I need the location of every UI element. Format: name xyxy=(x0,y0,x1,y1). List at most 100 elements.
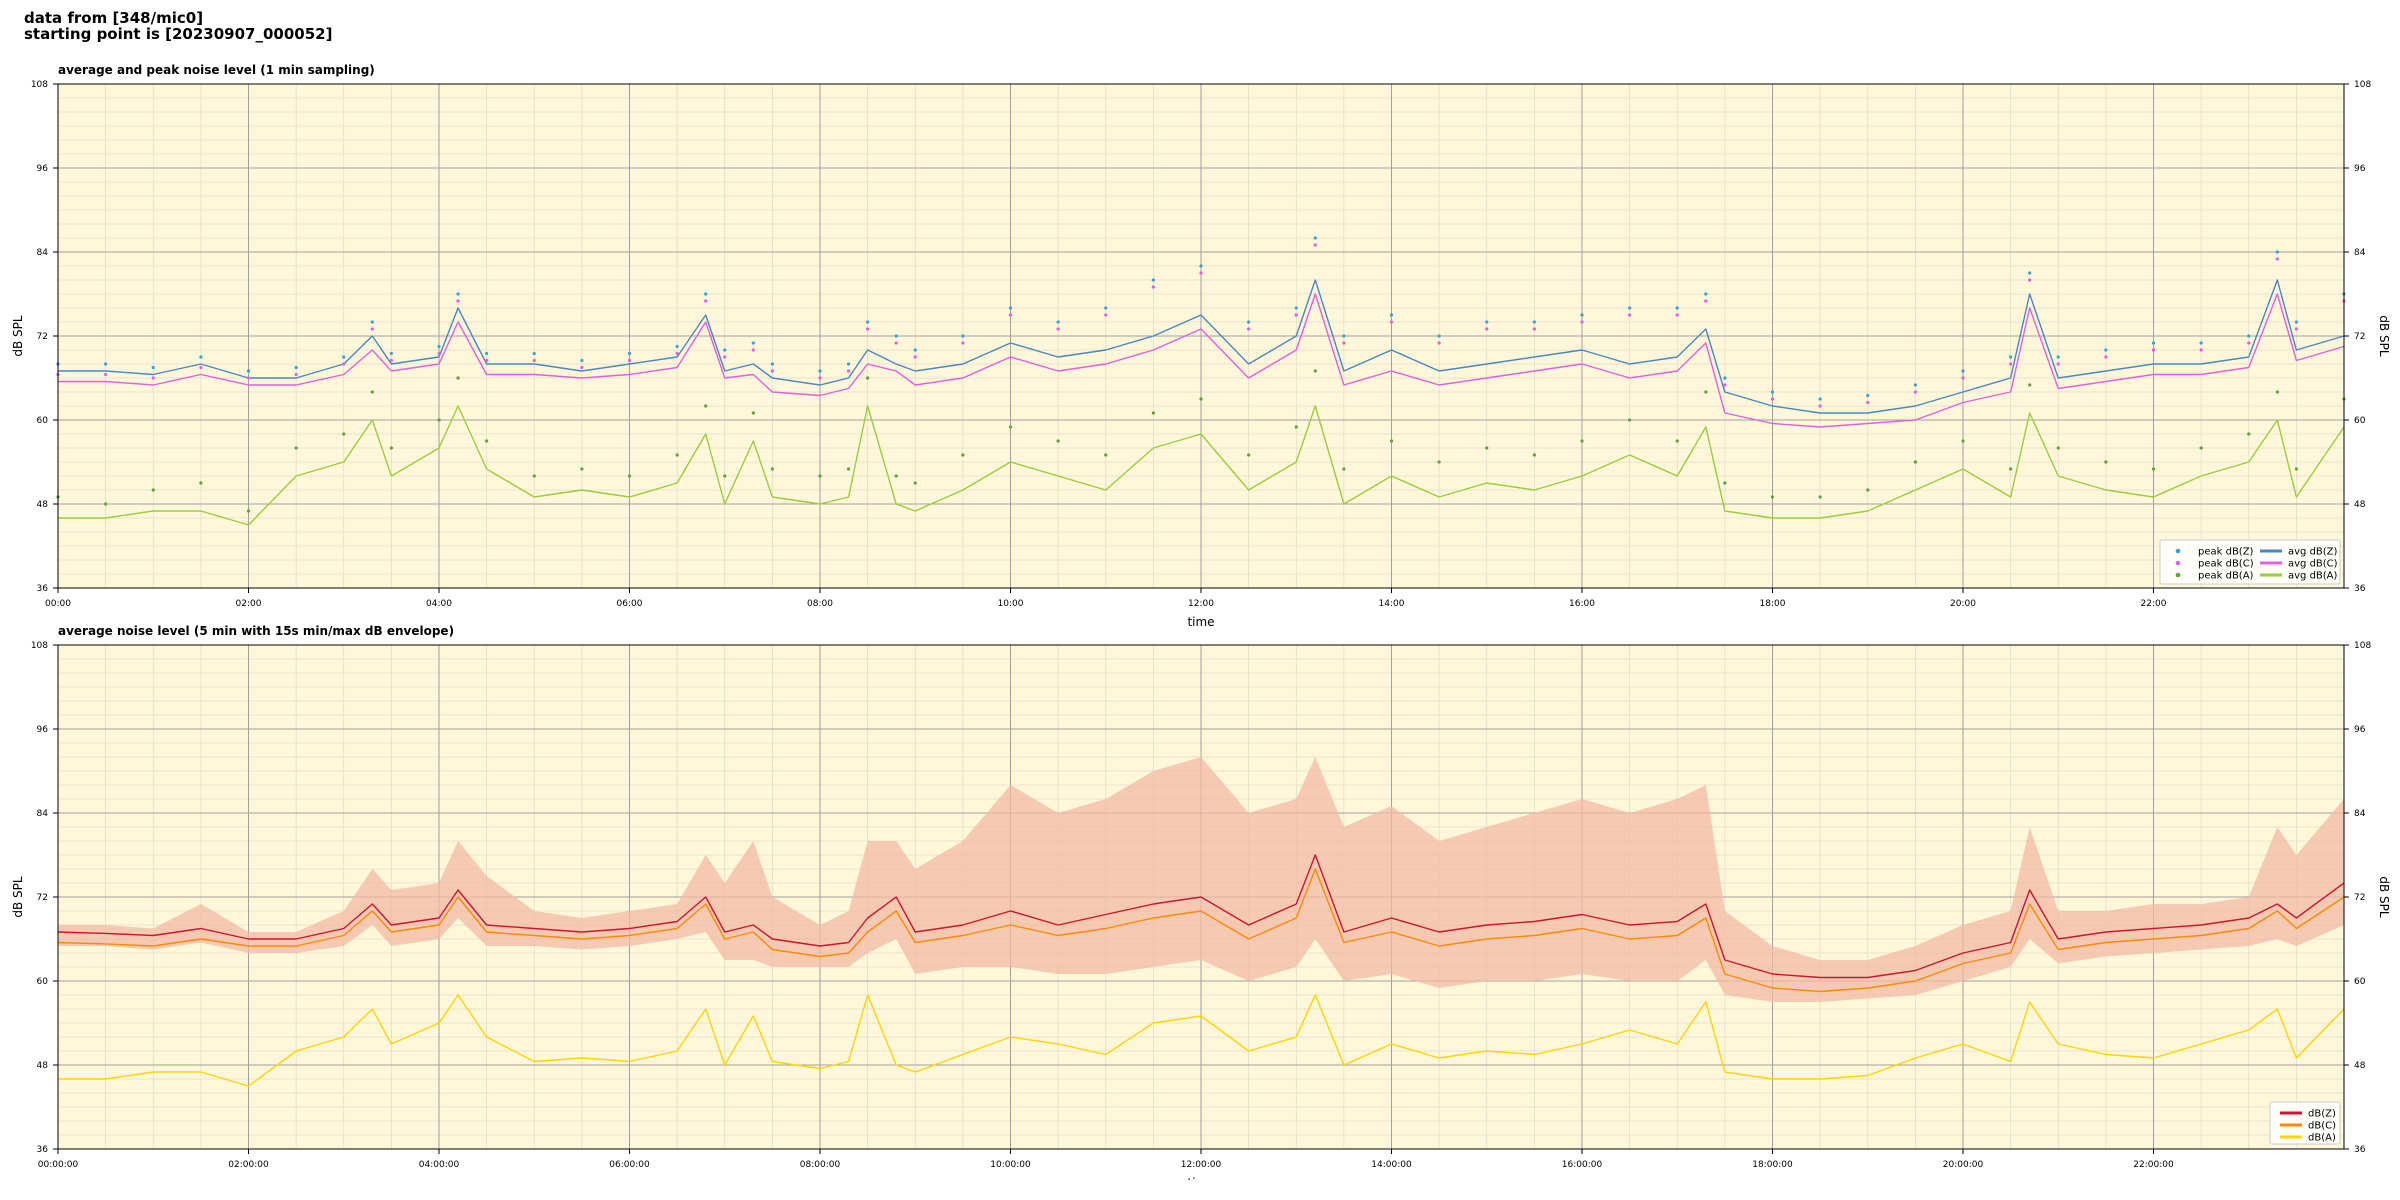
series-point-peak-db-z- xyxy=(771,362,774,365)
chart-average-noise-envelope: 36 3648 4860 6072 7284 8496 96108 10800:00:00 02… xyxy=(0,620,2400,1180)
series-point-peak-db-z- xyxy=(580,359,583,362)
series-point-peak-db-a- xyxy=(1104,453,1107,456)
y-tick-label-left: 48 xyxy=(37,1061,49,1071)
series-point-peak-db-z- xyxy=(752,341,755,344)
series-point-peak-db-a- xyxy=(152,488,155,491)
y-tick-label-right: 60 xyxy=(2354,977,2366,987)
series-point-peak-db-a- xyxy=(1485,446,1488,449)
series-point-peak-db-c- xyxy=(704,299,707,302)
series-point-peak-db-c- xyxy=(1580,320,1583,323)
series-point-peak-db-c- xyxy=(247,376,250,379)
y-tick-label-right: 60 xyxy=(2354,416,2366,426)
series-point-peak-db-a- xyxy=(847,467,850,470)
y-tick-label-left: 108 xyxy=(31,80,48,90)
series-point-peak-db-c- xyxy=(1704,299,1707,302)
series-point-peak-db-a- xyxy=(2247,432,2250,435)
y-axis-label-left: dB SPL xyxy=(11,315,25,357)
series-point-peak-db-c- xyxy=(437,352,440,355)
series-point-peak-db-a- xyxy=(2009,467,2012,470)
series-point-peak-db-z- xyxy=(895,334,898,337)
x-tick-label: 04:00:00 xyxy=(419,1160,460,1170)
series-point-peak-db-c- xyxy=(1723,383,1726,386)
series-point-peak-db-z- xyxy=(1819,397,1822,400)
series-point-peak-db-z- xyxy=(1199,264,1202,267)
series-point-peak-db-c- xyxy=(2152,348,2155,351)
series-point-peak-db-z- xyxy=(152,366,155,369)
series-point-peak-db-a- xyxy=(628,474,631,477)
series-point-peak-db-z- xyxy=(1247,320,1250,323)
y-tick-label-right: 84 xyxy=(2354,809,2366,819)
series-point-peak-db-z- xyxy=(1390,313,1393,316)
y-tick-label-right: 48 xyxy=(2354,1061,2366,1071)
x-tick-label: 12:00 xyxy=(1188,599,1214,609)
y-tick-label-left: 96 xyxy=(37,164,49,174)
series-point-peak-db-a- xyxy=(2028,383,2031,386)
series-point-peak-db-z- xyxy=(818,369,821,372)
series-point-peak-db-z- xyxy=(1580,313,1583,316)
series-point-peak-db-a- xyxy=(104,502,107,505)
x-tick-label: 20:00:00 xyxy=(1943,1160,1984,1170)
series-point-peak-db-c- xyxy=(1676,313,1679,316)
series-point-peak-db-a- xyxy=(2295,467,2298,470)
x-axis-label: time xyxy=(1187,1176,1214,1180)
series-point-peak-db-a- xyxy=(895,474,898,477)
series-point-peak-db-a- xyxy=(533,474,536,477)
legend-label: peak dB(C) xyxy=(2198,559,2254,570)
series-point-peak-db-z- xyxy=(1628,306,1631,309)
series-point-peak-db-a- xyxy=(1961,439,1964,442)
series-point-peak-db-z- xyxy=(2057,355,2060,358)
y-tick-label-left: 36 xyxy=(37,1145,49,1155)
series-point-peak-db-a- xyxy=(1723,481,1726,484)
series-point-peak-db-c- xyxy=(1057,327,1060,330)
legend-label: dB(A) xyxy=(2308,1133,2336,1144)
series-point-peak-db-a- xyxy=(1342,467,1345,470)
header: data from [348/mic0] starting point is [… xyxy=(24,10,332,42)
series-point-peak-db-a- xyxy=(1580,439,1583,442)
series-point-peak-db-a- xyxy=(818,474,821,477)
series-point-peak-db-a- xyxy=(1152,411,1155,414)
series-point-peak-db-c- xyxy=(1199,271,1202,274)
series-point-peak-db-c- xyxy=(676,352,679,355)
series-point-peak-db-z- xyxy=(1009,306,1012,309)
series-point-peak-db-c- xyxy=(771,369,774,372)
legend-label: avg dB(C) xyxy=(2288,559,2338,570)
series-point-peak-db-a- xyxy=(437,418,440,421)
y-tick-label-left: 84 xyxy=(37,809,49,819)
series-point-peak-db-a- xyxy=(199,481,202,484)
series-point-peak-db-a- xyxy=(2152,467,2155,470)
series-point-peak-db-c- xyxy=(2057,362,2060,365)
y-tick-label-left: 108 xyxy=(31,641,48,651)
series-point-peak-db-z- xyxy=(676,345,679,348)
legend-marker xyxy=(2176,561,2181,566)
series-point-peak-db-z- xyxy=(1314,236,1317,239)
series-point-peak-db-a- xyxy=(2057,446,2060,449)
series-point-peak-db-c- xyxy=(2028,278,2031,281)
series-point-peak-db-a- xyxy=(1295,425,1298,428)
series-point-peak-db-c- xyxy=(2295,327,2298,330)
series-point-peak-db-a- xyxy=(1628,418,1631,421)
series-point-peak-db-c- xyxy=(628,359,631,362)
series-point-peak-db-a- xyxy=(1009,425,1012,428)
series-point-peak-db-z- xyxy=(199,355,202,358)
x-tick-label: 08:00 xyxy=(807,599,833,609)
series-point-peak-db-c- xyxy=(1771,397,1774,400)
y-tick-label-right: 108 xyxy=(2354,80,2371,90)
series-point-peak-db-c- xyxy=(961,341,964,344)
x-tick-label: 12:00:00 xyxy=(1181,1160,1222,1170)
legend-label: avg dB(Z) xyxy=(2288,547,2338,558)
series-point-peak-db-c- xyxy=(199,366,202,369)
series-point-peak-db-c- xyxy=(2009,362,2012,365)
legend-label: dB(C) xyxy=(2308,1121,2336,1132)
y-axis-label-right: dB SPL xyxy=(2377,315,2391,357)
series-point-peak-db-c- xyxy=(390,359,393,362)
series-point-peak-db-c- xyxy=(1628,313,1631,316)
series-point-peak-db-z- xyxy=(628,352,631,355)
series-point-peak-db-z- xyxy=(1704,292,1707,295)
series-point-peak-db-c- xyxy=(1104,313,1107,316)
series-point-peak-db-z- xyxy=(2104,348,2107,351)
y-tick-label-left: 60 xyxy=(37,416,49,426)
series-point-peak-db-c- xyxy=(152,376,155,379)
series-point-peak-db-a- xyxy=(1914,460,1917,463)
y-tick-label-left: 72 xyxy=(37,332,48,342)
series-point-peak-db-c- xyxy=(2276,257,2279,260)
